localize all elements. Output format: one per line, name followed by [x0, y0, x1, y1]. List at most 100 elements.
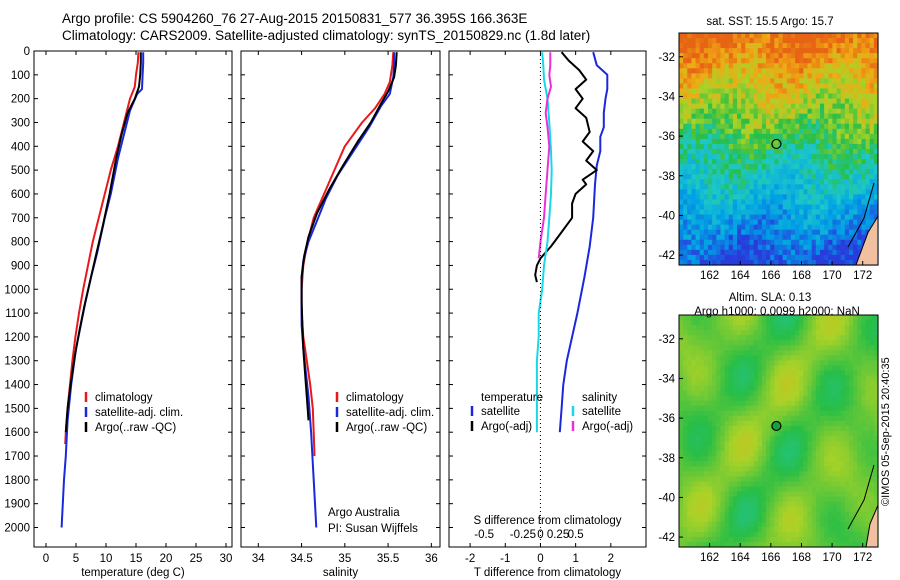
map-cell — [749, 385, 755, 392]
map-cell — [819, 48, 825, 54]
map-cell — [790, 159, 796, 165]
map-cell — [790, 446, 796, 452]
map-cell — [799, 511, 804, 518]
map-cell — [708, 169, 713, 175]
map-cell — [824, 420, 829, 427]
map-cell — [724, 229, 730, 236]
salinity-panel-xlabel: salinity — [323, 567, 358, 579]
map-cell — [683, 461, 688, 467]
map-cell — [795, 350, 800, 356]
map-cell — [695, 133, 701, 140]
map-y-tick-label: -38 — [658, 171, 675, 183]
map-cell — [708, 43, 713, 49]
map-cell — [712, 441, 717, 447]
map-cell — [861, 375, 867, 382]
map-cell — [699, 446, 705, 452]
map-cell — [737, 511, 742, 518]
map-cell — [844, 541, 850, 548]
map-cell — [712, 239, 717, 246]
map-cell — [712, 68, 717, 74]
map-cell — [691, 415, 697, 422]
map-cell — [712, 63, 717, 69]
map-cell — [811, 63, 817, 69]
map-cell — [720, 159, 726, 165]
map-cell — [683, 58, 688, 64]
map-cell — [844, 461, 850, 467]
map-cell — [728, 179, 734, 185]
map-cell — [749, 138, 755, 145]
map-cell — [869, 138, 875, 145]
map-cell — [761, 425, 767, 432]
map-cell — [786, 420, 792, 427]
map-cell — [691, 189, 697, 195]
map-cell — [795, 229, 800, 236]
map-cell — [683, 320, 688, 326]
map-cell — [865, 436, 871, 442]
map-cell — [720, 531, 726, 538]
map-cell — [720, 239, 726, 246]
map-cell — [716, 380, 722, 387]
map-cell — [857, 451, 863, 457]
map-cell — [757, 471, 763, 477]
map-cell — [774, 249, 780, 256]
map-cell — [807, 103, 813, 110]
map-cell — [778, 33, 784, 39]
map-cell — [732, 355, 738, 361]
map-cell — [861, 456, 867, 462]
map-cell — [712, 405, 717, 412]
map-cell — [695, 128, 701, 135]
map-cell — [853, 113, 858, 120]
map-cell — [790, 149, 796, 155]
map-cell — [799, 370, 804, 377]
map-cell — [815, 43, 821, 49]
map-cell — [741, 43, 746, 49]
map-cell — [869, 481, 875, 488]
map-cell — [757, 103, 763, 110]
map-cell — [683, 229, 688, 236]
map-cell — [732, 33, 738, 39]
map-cell — [819, 415, 825, 422]
map-cell — [811, 43, 817, 49]
map-cell — [844, 436, 850, 442]
map-cell — [844, 340, 850, 346]
map-cell — [790, 380, 796, 387]
map-cell — [848, 108, 854, 115]
map-cell — [790, 415, 796, 422]
map-cell — [679, 441, 684, 447]
map-cell — [683, 451, 688, 457]
map-cell — [803, 93, 809, 100]
map-cell — [732, 516, 738, 523]
map-cell — [716, 249, 722, 256]
map-cell — [828, 400, 833, 407]
map-cell — [844, 390, 850, 397]
map-cell — [757, 204, 763, 211]
map-cell — [873, 53, 879, 59]
map-cell — [790, 511, 796, 518]
map-cell — [749, 108, 755, 115]
map-cell — [790, 410, 796, 417]
map-cell — [703, 425, 709, 432]
map-cell — [683, 159, 688, 165]
map-cell — [749, 451, 755, 457]
map-cell — [836, 375, 842, 382]
x-tick-label: 35 — [338, 553, 351, 565]
map-cell — [873, 501, 879, 508]
map-cell — [724, 199, 730, 206]
map-cell — [807, 415, 813, 422]
map-cell — [703, 123, 709, 130]
map-cell — [716, 199, 722, 206]
map-cell — [824, 63, 829, 69]
map-cell — [774, 118, 780, 125]
map-x-tick-label: 162 — [700, 552, 719, 564]
map-cell — [774, 63, 780, 69]
map-cell — [840, 184, 846, 190]
map-cell — [757, 466, 763, 472]
map-cell — [737, 486, 742, 493]
map-cell — [857, 83, 863, 90]
map-cell — [815, 234, 821, 241]
map-cell — [824, 476, 829, 483]
map-cell — [840, 446, 846, 452]
map-cell — [824, 325, 829, 331]
map-cell — [683, 128, 688, 135]
map-x-tick-label: 172 — [853, 270, 872, 282]
